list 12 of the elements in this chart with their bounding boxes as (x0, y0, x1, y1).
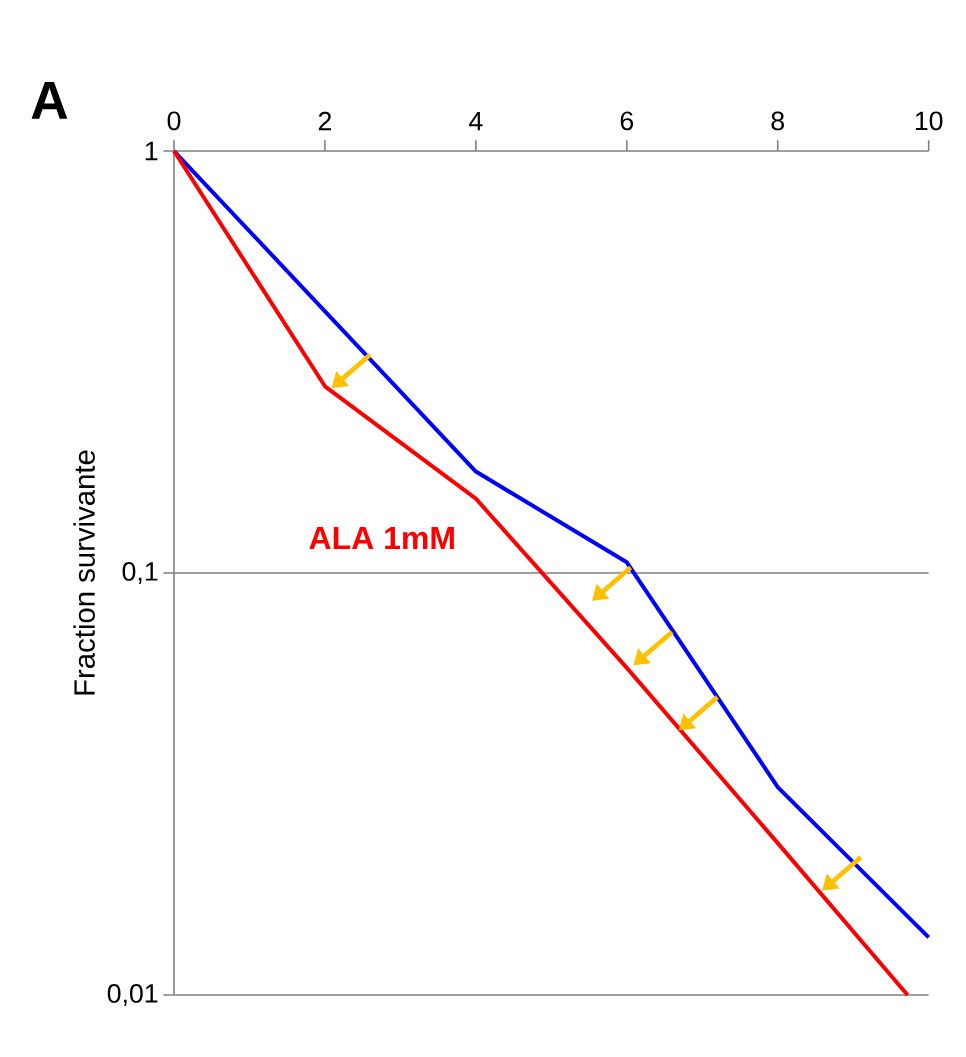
x-tick-label: 10 (915, 111, 943, 131)
x-tick-label: 6 (620, 111, 634, 131)
series-label: ALA 1mM (309, 527, 454, 550)
y-tick-label: 0,1 (122, 562, 158, 585)
x-tick-label: 8 (771, 111, 784, 131)
x-tick-label: 2 (318, 111, 331, 131)
y-axis-title: Fraction survivante (73, 450, 95, 695)
text: A (31, 82, 68, 119)
y-tick-label: 1 (145, 141, 158, 161)
x-tick-label: 4 (469, 111, 483, 131)
y-tick-label: 0,01 (107, 984, 158, 1007)
x-tick-label: 0 (167, 111, 181, 131)
